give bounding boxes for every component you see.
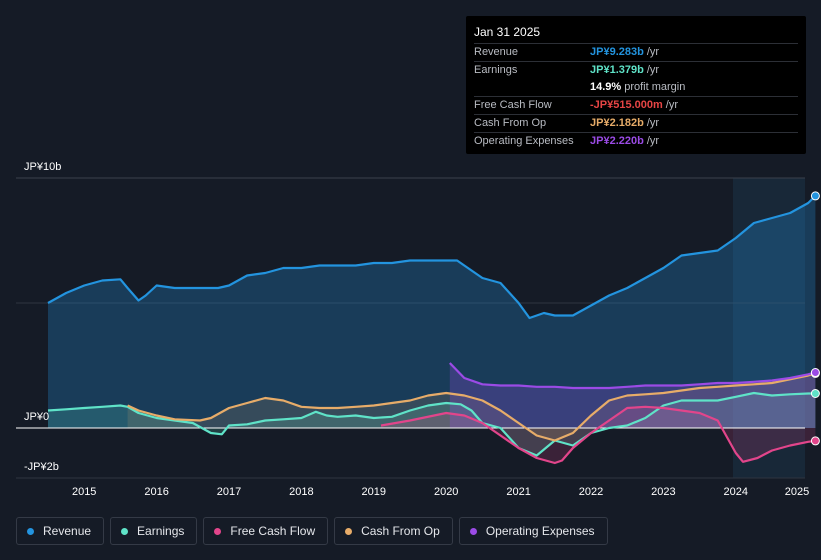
financial-chart: JP¥10b JP¥0 -JP¥2b 2015 2016 2017 2018 2019 2… <box>16 161 820 498</box>
tooltip-unit: profit margin <box>624 81 686 93</box>
x-tick-2019: 2019 <box>362 486 386 498</box>
legend-label: Cash From Op <box>361 524 440 538</box>
tooltip-date: Jan 31 2025 <box>474 25 541 39</box>
legend-free-cash-flow[interactable]: Free Cash Flow <box>203 517 329 545</box>
y-label-bottom: -JP¥2b <box>24 461 59 473</box>
x-tick-2018: 2018 <box>289 486 313 498</box>
x-tick-2025: 2025 <box>785 486 809 498</box>
legend-dot-icon <box>469 527 477 535</box>
x-tick-2016: 2016 <box>144 486 168 498</box>
tooltip-row-earnings: Earnings JP¥1.379b/yr <box>474 61 798 79</box>
free-cash-flow-area <box>381 406 816 463</box>
legend-dot-icon <box>345 527 353 535</box>
x-tick-2017: 2017 <box>217 486 241 498</box>
legend-dot-icon <box>121 527 129 535</box>
tooltip-label: Free Cash Flow <box>474 99 552 111</box>
x-tick-2015: 2015 <box>72 486 96 498</box>
revenue-line <box>47 195 817 320</box>
earnings-endpoint <box>810 389 820 398</box>
legend-operating-expenses[interactable]: Operating Expenses <box>458 517 608 545</box>
x-tick-2021: 2021 <box>506 486 530 498</box>
tooltip-label: Operating Expenses <box>474 135 574 147</box>
tooltip-value: JP¥2.182b <box>590 117 644 129</box>
tooltip-label: Revenue <box>474 46 519 58</box>
legend-revenue[interactable]: Revenue <box>16 517 105 545</box>
tooltip-unit: /yr <box>646 117 660 129</box>
y-label-zero: JP¥0 <box>24 411 49 423</box>
tooltip-unit: /yr <box>646 135 660 147</box>
operating-expenses-endpoint <box>810 368 820 377</box>
tooltip-row-cash-from-op: Cash From Op JP¥2.182b/yr <box>474 114 798 132</box>
tooltip-unit: /yr <box>665 99 679 111</box>
legend-earnings[interactable]: Earnings <box>110 517 198 545</box>
revenue-area <box>48 195 816 428</box>
earnings-line <box>47 391 816 457</box>
cash-from-op-area <box>127 373 816 441</box>
legend-dot-icon <box>27 527 34 535</box>
cash-from-op-line <box>127 372 816 442</box>
earnings-area <box>48 393 816 456</box>
legend-label: Revenue <box>43 524 92 538</box>
free-cash-flow-endpoint <box>810 436 820 446</box>
operating-expenses-line <box>449 362 816 390</box>
tooltip-label: Earnings <box>474 64 518 76</box>
tooltip-value: 14.9% <box>590 81 622 93</box>
tooltip-unit: /yr <box>646 46 660 58</box>
tooltip-label: Cash From Op <box>474 117 547 129</box>
tooltip: Jan 31 2025 Revenue JP¥9.283b/yr Earnings J… <box>466 16 806 154</box>
revenue-endpoint <box>810 191 820 201</box>
tooltip-row-revenue: Revenue JP¥9.283b/yr <box>474 43 798 61</box>
tooltip-value: JP¥1.379b <box>590 64 644 76</box>
legend-cash-from-op[interactable]: Cash From Op <box>334 517 453 545</box>
y-label-top: JP¥10b <box>24 161 61 173</box>
tooltip-row-free-cash-flow: Free Cash Flow -JP¥515.000m/yr <box>474 96 798 114</box>
tooltip-value: JP¥2.220b <box>590 135 644 147</box>
legend-label: Free Cash Flow <box>230 524 316 538</box>
tooltip-label <box>474 79 590 96</box>
tooltip-unit: /yr <box>646 64 660 76</box>
tooltip-row-operating-expenses: Operating Expenses JP¥2.220b/yr <box>474 132 798 150</box>
legend-label: Earnings <box>137 524 185 538</box>
legend-dot-icon <box>214 527 222 535</box>
x-tick-2022: 2022 <box>579 486 603 498</box>
tooltip-value: JP¥9.283b <box>590 46 644 58</box>
x-tick-2023: 2023 <box>651 486 675 498</box>
tooltip-row-profit-margin: 14.9% profit margin <box>474 79 798 96</box>
x-tick-2024: 2024 <box>724 486 748 498</box>
free-cash-flow-line <box>380 405 816 465</box>
legend: Revenue Earnings Free Cash Flow Cash From O… <box>16 517 608 545</box>
legend-label: Operating Expenses <box>485 524 595 538</box>
x-tick-2020: 2020 <box>434 486 458 498</box>
tooltip-value: -JP¥515.000m <box>590 99 663 111</box>
